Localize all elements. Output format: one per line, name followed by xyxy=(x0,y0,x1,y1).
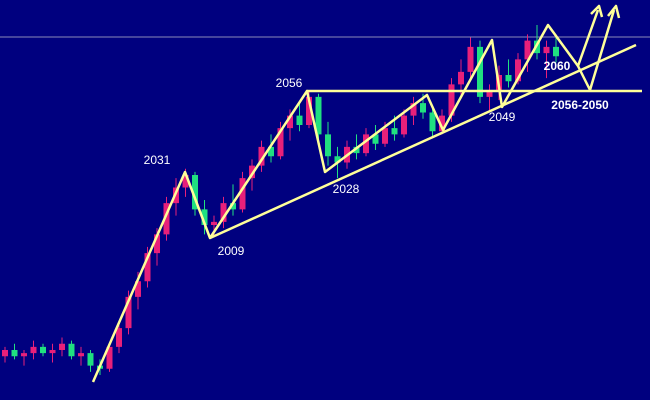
candle-body xyxy=(315,96,322,135)
candle-body xyxy=(78,353,84,357)
wave-path xyxy=(91,9,600,383)
candle-body xyxy=(334,156,341,163)
candle-body xyxy=(135,281,141,297)
trend-annotations xyxy=(91,4,642,383)
candle-body xyxy=(116,328,122,347)
annotation-label: 2028 xyxy=(333,182,360,196)
candle-body xyxy=(249,165,255,179)
candle-body xyxy=(40,346,46,354)
candle-body xyxy=(258,146,265,166)
candle-body xyxy=(125,296,132,329)
annotation-label: 2056-2050 xyxy=(551,98,609,112)
candle-body xyxy=(458,71,464,85)
candle-body xyxy=(401,115,407,135)
support-line xyxy=(209,43,637,240)
candle-body xyxy=(192,175,198,210)
candle-body xyxy=(230,203,236,210)
annotation-label: 2049 xyxy=(489,110,516,124)
candle-body xyxy=(239,178,246,210)
annotation-label: 2031 xyxy=(144,153,171,167)
candle-body xyxy=(353,146,360,154)
candle-body xyxy=(296,115,303,125)
candle-body xyxy=(49,350,56,354)
candle-body xyxy=(306,96,312,125)
candle-body xyxy=(144,253,151,282)
annotation-label: 2056 xyxy=(276,76,303,90)
candle-body xyxy=(201,209,208,225)
arrow-head xyxy=(607,4,621,19)
candle-body xyxy=(59,343,65,350)
candle-body xyxy=(68,343,75,357)
candle-body xyxy=(429,112,436,132)
candle-body xyxy=(220,203,227,222)
candle-body xyxy=(87,353,94,366)
annotation-labels: 2031 2056 2009 2028 2049 2060 2056-2050 xyxy=(144,59,609,258)
candle-body xyxy=(439,115,445,132)
wave-path-alt xyxy=(576,9,616,92)
annotation-label: 2060 xyxy=(544,59,571,73)
candle-body xyxy=(11,350,18,357)
candle-body xyxy=(182,175,189,188)
candle-body xyxy=(325,134,331,157)
candle-body xyxy=(154,234,160,254)
candle-body xyxy=(410,103,417,116)
candle-body xyxy=(543,46,550,54)
candle-body xyxy=(268,146,274,157)
candle-body xyxy=(211,221,217,225)
candle-body xyxy=(524,40,531,60)
candle-body xyxy=(553,46,559,57)
candle-body xyxy=(505,75,512,82)
arrow-head xyxy=(590,4,604,18)
candle-body xyxy=(420,103,426,113)
candle-body xyxy=(163,203,170,235)
candle-body xyxy=(391,128,398,135)
candle-body xyxy=(2,350,8,357)
candle-body xyxy=(448,84,455,116)
candle-body xyxy=(372,134,379,144)
candle-body xyxy=(382,128,388,144)
candle-body xyxy=(277,128,284,157)
candle-body xyxy=(30,346,37,354)
annotation-label: 2009 xyxy=(218,244,245,258)
candle-body xyxy=(21,353,27,357)
candle-body xyxy=(467,46,474,72)
candle-body xyxy=(515,59,521,82)
candle-body xyxy=(363,134,369,154)
candle-body xyxy=(287,115,293,129)
candle-body xyxy=(477,46,483,97)
candle-body xyxy=(106,346,113,369)
candle-body xyxy=(486,90,493,97)
